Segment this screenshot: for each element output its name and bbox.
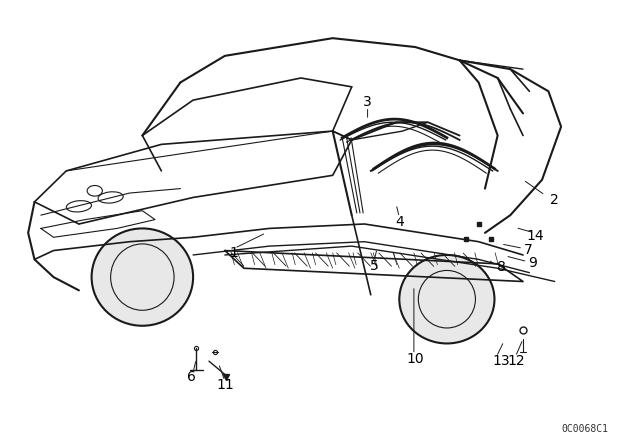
Text: 12: 12 [508, 354, 525, 368]
Text: 3: 3 [364, 95, 372, 109]
Text: 1: 1 [230, 246, 239, 260]
Text: 10: 10 [406, 352, 424, 366]
Text: 2: 2 [550, 193, 559, 207]
Text: 8: 8 [497, 260, 506, 274]
Text: 0C0068C1: 0C0068C1 [562, 424, 609, 434]
Text: 14: 14 [527, 229, 545, 243]
Ellipse shape [399, 255, 495, 344]
Text: 7: 7 [524, 243, 532, 257]
Text: 5: 5 [369, 259, 378, 273]
Text: 11: 11 [216, 379, 234, 392]
Text: 13: 13 [492, 354, 509, 368]
Ellipse shape [92, 228, 193, 326]
Text: 6: 6 [188, 370, 196, 383]
Text: 4: 4 [395, 215, 404, 229]
Text: 9: 9 [528, 256, 537, 270]
